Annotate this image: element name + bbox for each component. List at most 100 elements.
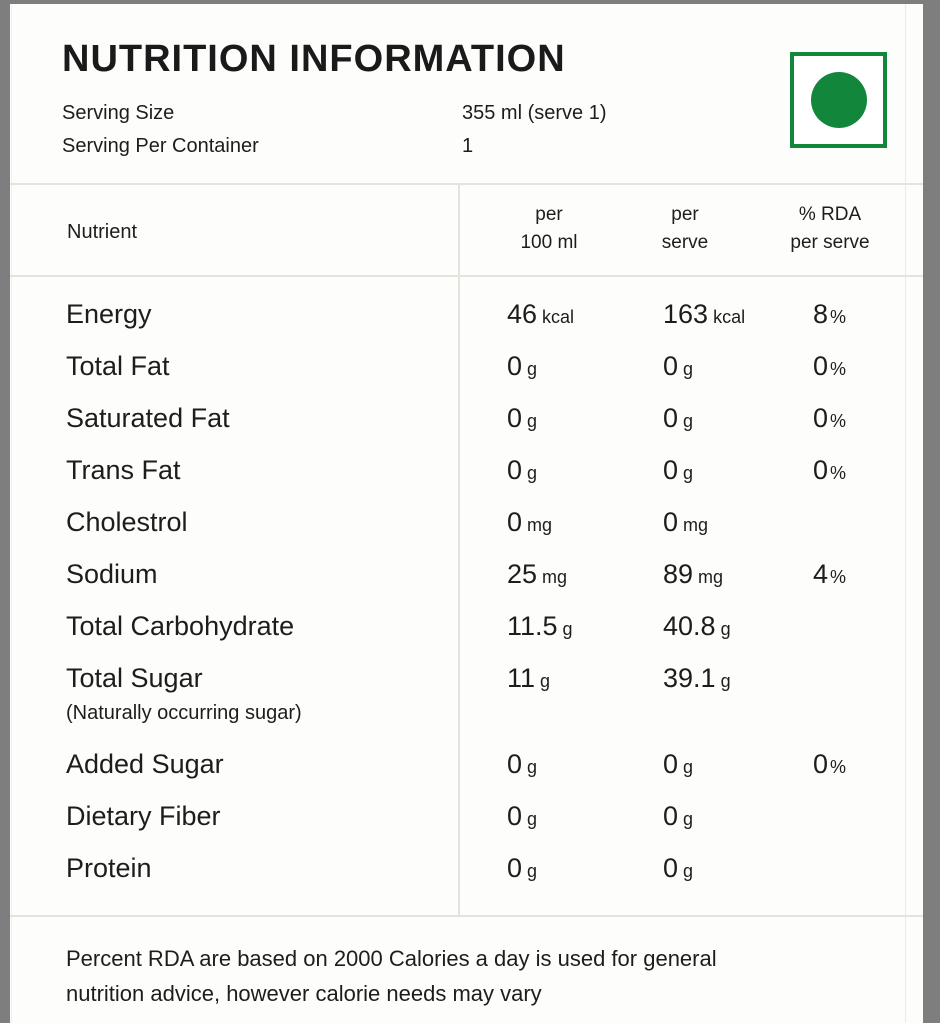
- value-unit: kcal: [713, 307, 746, 327]
- value-number: 0: [663, 801, 679, 831]
- value-number: 0: [663, 351, 679, 381]
- value-number: 0: [813, 749, 829, 779]
- value-number: 163: [663, 299, 709, 329]
- value-rda: 0%: [813, 351, 846, 382]
- value-unit: g: [527, 861, 538, 881]
- value-number: 0: [813, 455, 829, 485]
- nutrient-name: Total Sugar: [66, 663, 203, 693]
- nutrient-name: Trans Fat: [66, 455, 181, 485]
- nutrient-name: Dietary Fiber: [66, 801, 221, 831]
- value-per-100ml: 11 g: [507, 663, 550, 694]
- value-number: 0: [663, 455, 679, 485]
- rda-disclaimer: Percent RDA are based on 2000 Calories a…: [66, 941, 717, 1011]
- divider-header: [10, 275, 923, 277]
- value-unit: %: [830, 307, 847, 327]
- value-rda: 0%: [813, 455, 846, 486]
- value-unit: g: [527, 411, 538, 431]
- value-unit: %: [830, 463, 847, 483]
- value-number: 0: [507, 749, 523, 779]
- value-number: 0: [507, 853, 523, 883]
- value-number: 11: [507, 663, 536, 693]
- serving-size-value: 355 ml (serve 1): [462, 102, 607, 124]
- value-number: 0: [507, 455, 523, 485]
- value-per-serve: 163 kcal: [663, 299, 745, 330]
- value-number: 40.8: [663, 611, 716, 641]
- value-number: 0: [663, 749, 679, 779]
- value-per-100ml: 0 mg: [507, 507, 552, 538]
- value-unit: g: [527, 809, 538, 829]
- value-number: 0: [507, 351, 523, 381]
- table-row-total-sugar: Total Sugar (Naturally occurring sugar) …: [0, 653, 923, 741]
- value-number: 89: [663, 559, 694, 589]
- value-number: 0: [507, 403, 523, 433]
- veg-mark-icon: [790, 52, 887, 148]
- value-unit: mg: [527, 515, 553, 535]
- value-number: 0: [663, 403, 679, 433]
- rda-disclaimer-line2: nutrition advice, however calorie needs …: [66, 981, 542, 1006]
- value-unit: g: [540, 671, 551, 691]
- table-row-cholestrol: Cholestrol 0 mg 0 mg: [0, 497, 923, 549]
- value-unit: %: [830, 757, 847, 777]
- table-row-total-carbohydrate: Total Carbohydrate 11.5 g 40.8 g: [0, 601, 923, 653]
- rda-disclaimer-line1: Percent RDA are based on 2000 Calories a…: [66, 946, 717, 971]
- value-number: 39.1: [663, 663, 716, 693]
- value-unit: mg: [683, 515, 709, 535]
- value-per-serve: 40.8 g: [663, 611, 731, 642]
- value-rda: 4%: [813, 559, 846, 590]
- value-per-serve: 0 mg: [663, 507, 708, 538]
- veg-mark-dot: [810, 72, 867, 128]
- nutrient-name: Energy: [66, 299, 152, 329]
- nutrient-subnote: (Naturally occurring sugar): [66, 702, 302, 724]
- frame-border-top: [0, 0, 940, 4]
- value-number: 0: [813, 351, 829, 381]
- nutrient-name: Total Fat: [66, 351, 170, 381]
- nutrient-name: Sodium: [66, 559, 158, 589]
- value-number: 0: [663, 507, 679, 537]
- serving-per-container-value: 1: [462, 135, 474, 157]
- value-number: 0: [507, 801, 523, 831]
- value-rda: 0%: [813, 403, 846, 434]
- frame-border-right: [923, 0, 940, 1023]
- table-row-energy: Energy 46 kcal 163 kcal 8%: [0, 289, 923, 341]
- value-unit: kcal: [542, 307, 575, 327]
- value-unit: %: [830, 567, 847, 587]
- column-header-nutrient: Nutrient: [67, 221, 138, 243]
- card-edge-left: [11, 4, 12, 1023]
- value-unit: %: [830, 359, 847, 379]
- value-number: 4: [813, 559, 829, 589]
- column-header-rda-per-serve: % RDA per serve: [790, 204, 870, 253]
- value-unit: g: [527, 757, 538, 777]
- value-unit: %: [830, 411, 847, 431]
- frame-border-left: [0, 0, 10, 1023]
- value-unit: g: [683, 861, 694, 881]
- value-unit: mg: [698, 567, 724, 587]
- value-unit: g: [720, 671, 731, 691]
- value-per-serve: 89 mg: [663, 559, 723, 590]
- divider-vertical: [458, 185, 460, 915]
- table-row-sodium: Sodium 25 mg 89 mg 4%: [0, 549, 923, 601]
- value-number: 11.5: [507, 611, 558, 641]
- value-unit: mg: [542, 567, 568, 587]
- divider-top: [10, 183, 923, 185]
- value-unit: g: [683, 359, 694, 379]
- value-unit: g: [683, 411, 694, 431]
- value-unit: g: [527, 359, 538, 379]
- value-number: 0: [663, 853, 679, 883]
- card-edge-right: [905, 4, 906, 1023]
- value-unit: g: [720, 619, 731, 639]
- value-unit: g: [562, 619, 573, 639]
